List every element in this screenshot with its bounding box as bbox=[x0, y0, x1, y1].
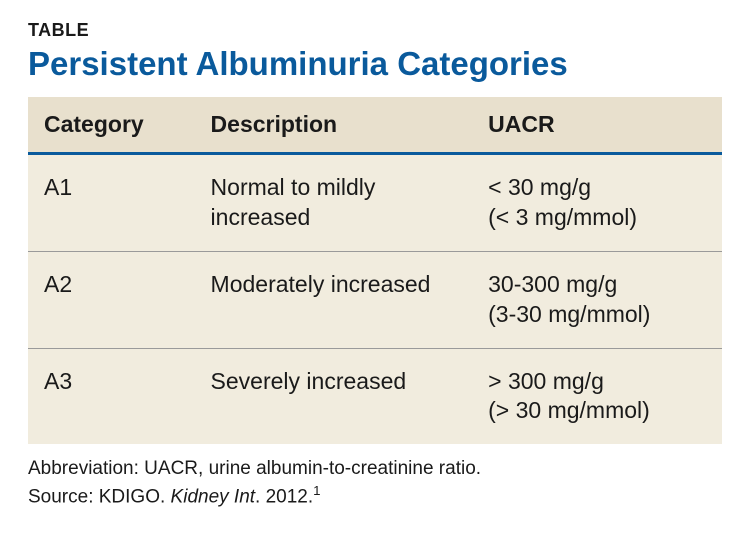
table-label: TABLE bbox=[28, 20, 722, 41]
table-header-row: Category Description UACR bbox=[28, 97, 722, 154]
col-header-category: Category bbox=[28, 97, 195, 154]
table-title: Persistent Albuminuria Categories bbox=[28, 45, 722, 83]
cell-uacr: < 30 mg/g (< 3 mg/mmol) bbox=[472, 154, 722, 252]
uacr-primary: < 30 mg/g bbox=[488, 174, 591, 200]
cell-description: Moderately increased bbox=[195, 251, 473, 348]
albuminuria-table: Category Description UACR A1 Normal to m… bbox=[28, 97, 722, 444]
cell-description: Normal to mildly increased bbox=[195, 154, 473, 252]
footnotes: Abbreviation: UACR, urine albumin-to-cre… bbox=[28, 456, 722, 510]
source-journal: Kidney Int bbox=[171, 486, 256, 507]
source-prefix: Source: KDIGO. bbox=[28, 486, 171, 507]
cell-category: A3 bbox=[28, 348, 195, 444]
footnote-source: Source: KDIGO. Kidney Int. 2012.1 bbox=[28, 482, 722, 510]
cell-description: Severely increased bbox=[195, 348, 473, 444]
cell-uacr: 30-300 mg/g (3-30 mg/mmol) bbox=[472, 251, 722, 348]
cell-uacr: > 300 mg/g (> 30 mg/mmol) bbox=[472, 348, 722, 444]
table-row: A3 Severely increased > 300 mg/g (> 30 m… bbox=[28, 348, 722, 444]
col-header-description: Description bbox=[195, 97, 473, 154]
uacr-secondary: (3-30 mg/mmol) bbox=[488, 301, 650, 327]
table-row: A2 Moderately increased 30-300 mg/g (3-3… bbox=[28, 251, 722, 348]
col-header-uacr: UACR bbox=[472, 97, 722, 154]
uacr-secondary: (> 30 mg/mmol) bbox=[488, 397, 650, 423]
cell-category: A2 bbox=[28, 251, 195, 348]
source-suffix: . 2012. bbox=[255, 486, 313, 507]
uacr-primary: > 300 mg/g bbox=[488, 368, 604, 394]
source-superscript: 1 bbox=[313, 483, 320, 498]
uacr-secondary: (< 3 mg/mmol) bbox=[488, 204, 637, 230]
footnote-abbreviation: Abbreviation: UACR, urine albumin-to-cre… bbox=[28, 456, 722, 482]
cell-category: A1 bbox=[28, 154, 195, 252]
uacr-primary: 30-300 mg/g bbox=[488, 271, 617, 297]
table-row: A1 Normal to mildly increased < 30 mg/g … bbox=[28, 154, 722, 252]
